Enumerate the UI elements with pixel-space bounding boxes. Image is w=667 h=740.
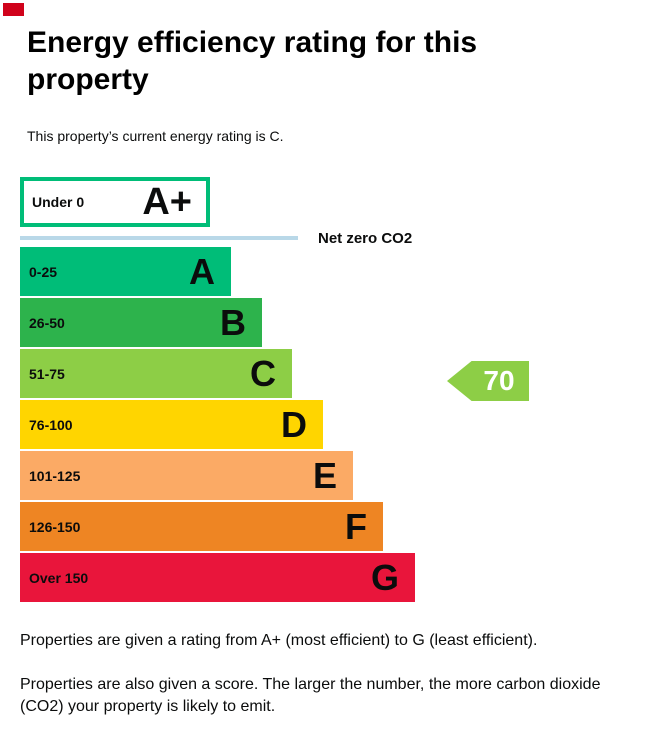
rating-explanation-text: Properties are given a rating from A+ (m… [20, 632, 538, 649]
current-score-value: 70 [483, 365, 515, 396]
band-letter: A [189, 250, 215, 292]
band-c: 51-75 C [20, 349, 292, 398]
band-letter: A+ [142, 181, 192, 223]
energy-rating-chart: Under 0 A+ Net zero CO2 0-25 A 26-50 B 5… [20, 177, 529, 602]
band-a: 0-25 A [20, 247, 231, 296]
band-letter: D [281, 403, 307, 445]
band-range-label: 126-150 [29, 518, 81, 535]
band-range-label: Under 0 [32, 194, 85, 210]
band-range-label: 76-100 [29, 416, 73, 433]
band-range-label: 26-50 [29, 314, 65, 331]
band-letter: E [312, 454, 337, 496]
band-range-label: 51-75 [29, 365, 65, 382]
band-range-label: Over 150 [29, 569, 89, 586]
band-f: 126-150 F [20, 502, 383, 551]
band-g: Over 150 G [20, 553, 415, 602]
band-e: 101-125 E [20, 451, 353, 500]
band-d: 76-100 D [20, 400, 323, 449]
score-explanation-text: Properties are also given a score. The l… [20, 676, 601, 715]
net-zero-line [20, 236, 298, 240]
band-range-label: 101-125 [29, 467, 81, 484]
band-letter: C [250, 352, 276, 394]
band-letter: B [220, 301, 246, 343]
page-title: Energy efficiency rating for this proper… [27, 26, 478, 96]
band-range-label: 0-25 [29, 263, 58, 280]
band-letter: F [345, 505, 367, 547]
red-marker [3, 3, 24, 16]
band-a-plus: Under 0 A+ [20, 177, 210, 227]
net-zero-label: Net zero CO2 [318, 230, 413, 247]
band-letter: G [370, 556, 399, 598]
current-rating-text: This property’s current energy rating is… [27, 128, 284, 144]
current-score-pointer: 70 [447, 361, 529, 401]
band-b: 26-50 B [20, 298, 262, 347]
